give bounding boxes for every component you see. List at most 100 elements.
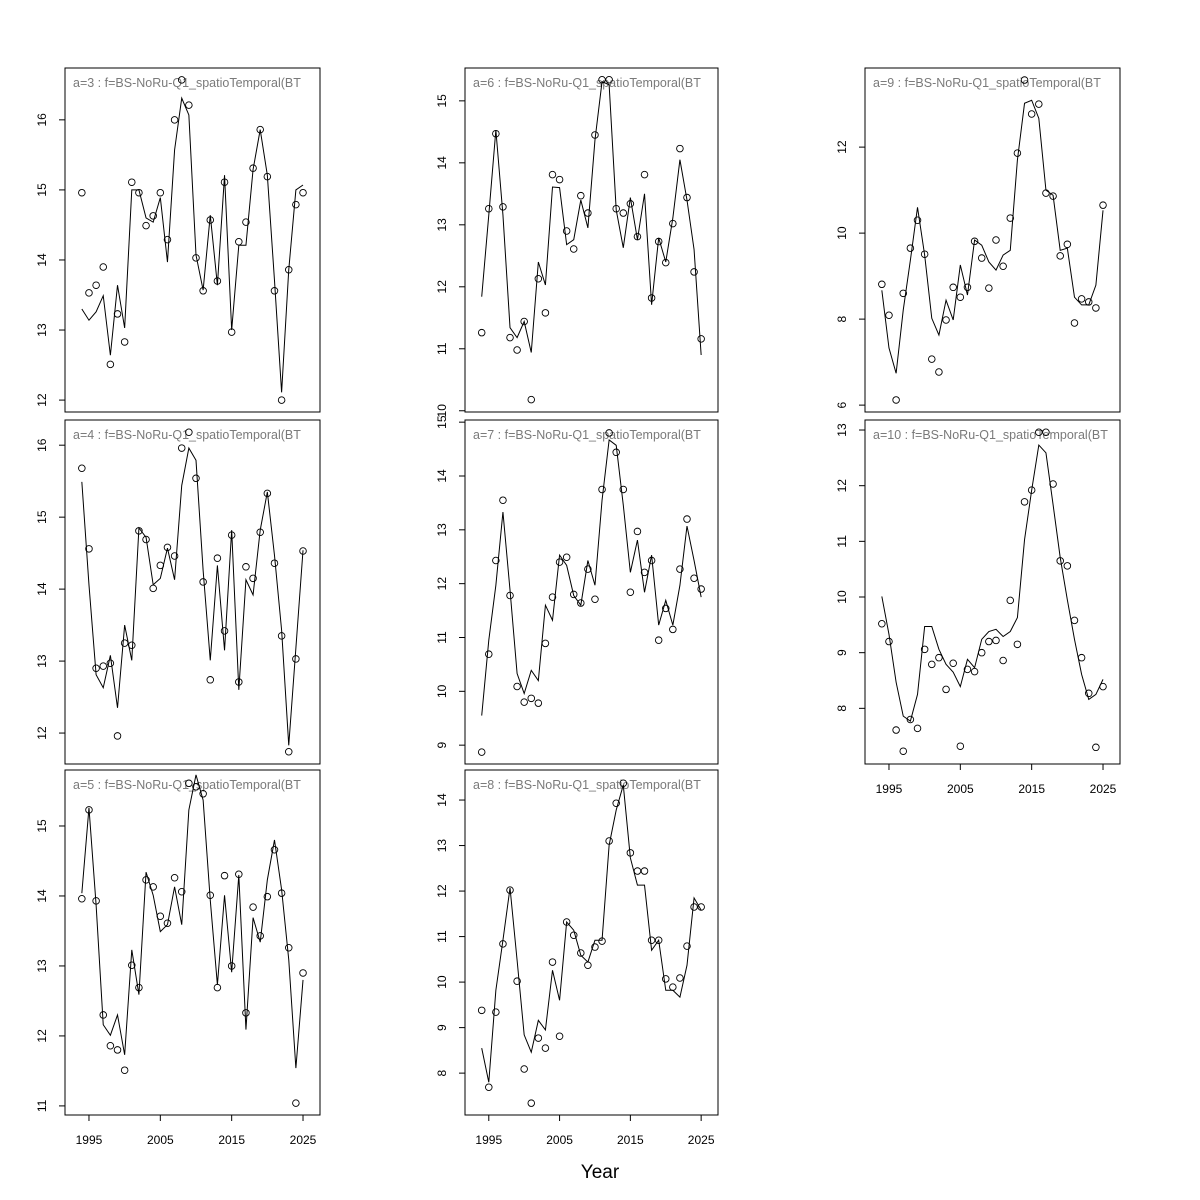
data-point <box>541 639 550 648</box>
data-point <box>541 1044 550 1052</box>
data-point <box>185 428 193 436</box>
data-point <box>292 200 300 209</box>
data-point <box>697 903 705 911</box>
data-point <box>177 76 186 84</box>
data-point <box>992 636 1000 645</box>
panel-title: a=9 : f=BS-NoRu-Q1_spatioTemporal(BT <box>873 76 1101 90</box>
data-point <box>192 474 200 483</box>
y-tick-label: 8 <box>835 705 849 712</box>
data-point <box>885 311 893 320</box>
data-point <box>1063 562 1072 570</box>
plot-frame <box>864 419 1121 765</box>
data-point <box>633 232 642 241</box>
panel-title: a=8 : f=BS-NoRu-Q1_spatioTemporal(BT <box>473 778 701 792</box>
data-point <box>513 682 521 691</box>
y-tick-label: 12 <box>435 577 449 591</box>
data-point <box>128 178 136 186</box>
data-point <box>1092 304 1100 312</box>
data-point <box>555 175 564 184</box>
data-point <box>85 289 93 297</box>
y-tick-label: 14 <box>435 469 449 483</box>
data-point <box>120 639 129 647</box>
plot-frame <box>64 769 321 1116</box>
data-point <box>562 553 571 562</box>
data-point <box>242 218 250 226</box>
data-point <box>1006 596 1015 605</box>
y-tick-label: 10 <box>435 975 449 989</box>
data-point <box>534 1034 543 1042</box>
fitted-line <box>881 443 1104 722</box>
data-point <box>213 983 222 992</box>
data-point <box>199 578 207 586</box>
data-point <box>569 245 578 253</box>
data-point <box>569 590 578 599</box>
data-point <box>249 574 257 583</box>
data-point <box>249 903 257 911</box>
data-point <box>640 867 649 875</box>
data-point <box>985 284 993 292</box>
data-point <box>977 254 986 262</box>
y-tick-label: 13 <box>35 959 49 973</box>
data-point <box>170 552 179 560</box>
data-point <box>85 545 93 553</box>
data-point <box>892 726 900 734</box>
y-tick-label: 15 <box>435 415 449 429</box>
data-point <box>626 588 635 597</box>
fitted-line <box>481 438 702 716</box>
data-point <box>485 1083 493 1091</box>
y-tick-label: 6 <box>835 401 849 408</box>
data-point <box>942 316 950 324</box>
data-point <box>683 942 691 950</box>
panel: a=7 : f=BS-NoRu-Q1_spatioTemporal(BT 9 10 1… <box>435 415 719 765</box>
data-point <box>142 221 150 230</box>
data-point <box>242 563 250 571</box>
data-point <box>555 558 564 566</box>
plot-area: a=6 : f=BS-NoRu-Q1_spatioTemporal(BT <box>473 76 705 404</box>
y-tick-label: 14 <box>35 582 49 596</box>
data-point <box>520 1065 528 1073</box>
data-point <box>477 1006 486 1015</box>
data-point <box>113 1046 122 1054</box>
data-point <box>577 191 585 200</box>
data-point <box>520 317 528 326</box>
data-point <box>683 515 691 523</box>
y-tick-label: 10 <box>435 404 449 418</box>
data-point <box>220 871 229 880</box>
y-tick-label: 10 <box>835 226 849 240</box>
data-point <box>619 209 628 217</box>
data-point <box>1099 201 1107 209</box>
data-point <box>647 936 656 944</box>
data-point <box>619 485 628 494</box>
data-point <box>520 698 528 706</box>
data-point <box>913 724 922 733</box>
data-point <box>584 209 592 217</box>
data-point <box>970 237 979 246</box>
data-point <box>120 1066 129 1074</box>
y-tick-label: 12 <box>35 393 49 407</box>
x-tick-label: 2025 <box>688 1133 715 1147</box>
y-tick-label: 12 <box>835 140 849 154</box>
data-point <box>1006 214 1015 222</box>
data-point <box>170 874 179 882</box>
data-point <box>920 645 929 654</box>
y-tick-label: 10 <box>835 590 849 604</box>
data-point <box>534 274 543 283</box>
data-point <box>149 584 157 593</box>
y-tick-label: 14 <box>435 156 449 170</box>
data-point <box>1084 689 1093 698</box>
y-tick-label: 11 <box>435 631 449 644</box>
data-point <box>1035 100 1043 108</box>
data-point <box>584 961 592 970</box>
y-tick-label: 15 <box>35 510 49 524</box>
data-point <box>106 1041 115 1050</box>
y-tick-label: 8 <box>835 315 849 322</box>
data-point <box>1056 252 1064 260</box>
x-tick-label: 2005 <box>546 1133 573 1147</box>
x-tick-label: 2005 <box>947 782 974 796</box>
data-point <box>177 444 186 452</box>
data-point <box>928 355 936 363</box>
data-point <box>513 977 521 985</box>
data-point <box>633 527 642 536</box>
data-point <box>263 892 272 901</box>
